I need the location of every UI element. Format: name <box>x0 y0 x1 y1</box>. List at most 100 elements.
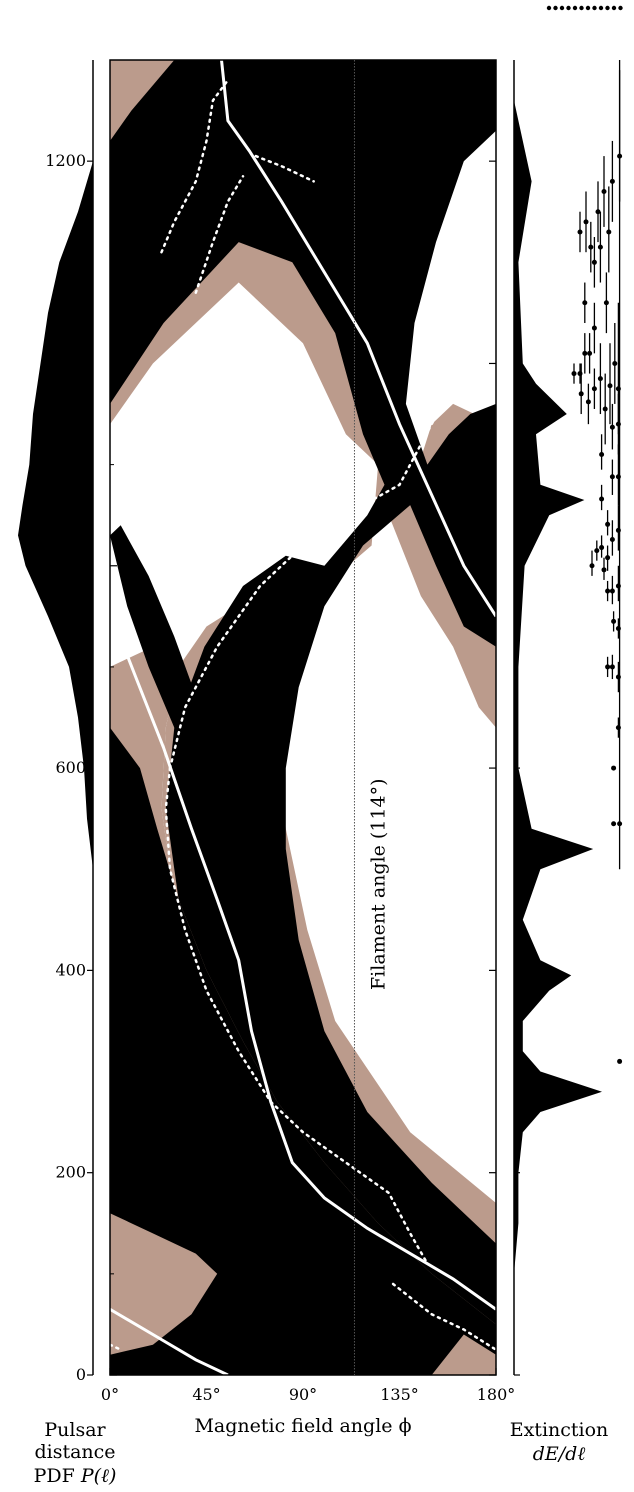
y-tick-label: 1200 <box>45 151 86 170</box>
extinction-point <box>599 496 605 502</box>
extinction-point <box>599 545 605 551</box>
dotted-line-2 <box>254 154 315 183</box>
overflow-dot <box>566 5 571 11</box>
extinction-point <box>601 189 607 194</box>
left-panel-label-line1: Pulsar <box>44 1419 106 1441</box>
extinction-point <box>582 300 588 306</box>
inner-band-region-2 <box>110 525 411 1193</box>
extinction-panel <box>513 5 623 1376</box>
extinction-point <box>594 548 600 554</box>
overflow-dot <box>546 5 552 11</box>
x-tick-label: 0° <box>101 1385 119 1404</box>
extinction-point <box>609 424 615 430</box>
dotted-line-1 <box>194 175 245 294</box>
extinction-point <box>595 209 601 215</box>
left-panel-label-math: P(ℓ) <box>80 1465 117 1487</box>
extinction-point <box>611 765 617 771</box>
filament-angle-label: Filament angle (114°) <box>367 778 389 990</box>
extinction-point <box>605 588 611 594</box>
extinction-point <box>615 625 621 631</box>
extinction-point <box>609 178 615 184</box>
overflow-dot <box>553 5 558 11</box>
xlabel: Magnetic field angle ϕ <box>194 1415 411 1437</box>
best-fit-line-1 <box>110 1308 229 1375</box>
extinction-point <box>599 452 605 457</box>
extinction-point <box>609 588 615 594</box>
extinction-point <box>597 244 603 250</box>
extinction-point <box>617 821 623 827</box>
left-panel-label-line2: distance <box>34 1441 115 1463</box>
extinction-point <box>597 376 603 382</box>
main-plot-area <box>110 60 496 1375</box>
inner-band-region-0 <box>110 60 496 1325</box>
extinction-point <box>611 821 617 827</box>
extinction-point <box>615 527 621 533</box>
extinction-point <box>615 386 621 392</box>
overflow-dot <box>559 5 565 11</box>
y-tick-label: 600 <box>55 758 86 777</box>
extinction-point <box>609 536 615 542</box>
dotted-line-3 <box>110 1343 122 1351</box>
dotted-line-4 <box>164 766 429 1265</box>
extinction-point <box>582 350 588 356</box>
extinction-point <box>587 350 593 356</box>
x-tick-label: 45° <box>192 1385 220 1404</box>
y-tick-label: 400 <box>55 960 86 979</box>
extinction-point <box>615 583 621 589</box>
right-panel-label-line1: Extinction <box>510 1419 609 1441</box>
extinction-point <box>588 244 594 250</box>
right-panel-label-math: dE/dℓ <box>533 1443 586 1465</box>
extinction-point <box>609 474 615 480</box>
extinction-point <box>591 259 597 265</box>
filament-layer: Filament angle (114°) <box>353 60 389 1375</box>
y-tick-label: 200 <box>55 1163 86 1182</box>
ylabel: Distance [pc] <box>115 1017 137 1145</box>
extinction-point <box>615 674 621 680</box>
overflow-dot <box>605 5 610 11</box>
dotted-line-5 <box>168 281 472 770</box>
pulsar-pdf-area <box>18 161 93 870</box>
extinction-point <box>589 563 595 569</box>
extinction-point <box>605 521 611 527</box>
extinction-point <box>583 219 589 225</box>
extinction-point <box>611 618 617 624</box>
dotted-line-0 <box>160 78 230 254</box>
x-tick-label: 90° <box>289 1385 317 1404</box>
extinction-point <box>577 229 583 235</box>
extinction-point <box>577 371 583 377</box>
inner-band-region-1 <box>110 727 496 1375</box>
overflow-dot <box>572 5 578 11</box>
extinction-area <box>514 100 602 1274</box>
extinction-point <box>591 386 597 392</box>
x-tick-label: 135° <box>380 1385 419 1404</box>
extinction-point <box>607 383 613 389</box>
extinction-point <box>609 664 615 670</box>
extinction-point <box>578 391 584 397</box>
extinction-point <box>606 229 612 235</box>
overflow-dot <box>579 5 584 11</box>
extinction-point <box>585 399 591 405</box>
extinction-point <box>615 474 621 480</box>
extinction-point <box>605 664 611 670</box>
extinction-point <box>603 300 609 306</box>
overflow-dot <box>592 5 597 11</box>
left-panel-label-pdf: PDF <box>34 1465 75 1487</box>
best-fit-line-2 <box>220 60 496 618</box>
extinction-point <box>617 1058 623 1064</box>
extinction-point <box>601 567 607 573</box>
pulsar-distance-pdf-panel <box>18 60 94 1376</box>
overflow-dot <box>598 5 604 11</box>
overflow-dot <box>585 5 591 11</box>
overflow-dot <box>611 5 617 11</box>
extinction-point <box>605 555 611 561</box>
extinction-point <box>617 153 623 159</box>
extinction-point <box>602 406 608 412</box>
extinction-point <box>571 371 577 377</box>
extinction-point <box>612 360 618 366</box>
x-tick-label: 180° <box>477 1385 516 1404</box>
extinction-point <box>615 725 621 731</box>
y-tick-label: 0 <box>76 1365 86 1384</box>
extinction-point <box>591 325 597 331</box>
left-panel-label-line3: PDF P(ℓ) <box>34 1465 117 1487</box>
